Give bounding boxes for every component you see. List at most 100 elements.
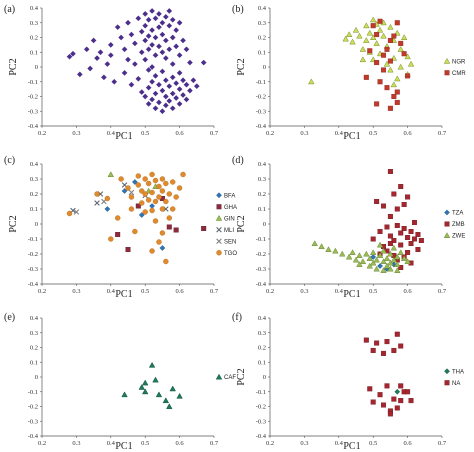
data-point: [149, 27, 155, 34]
y-axis-label: PC2: [236, 368, 247, 385]
data-point: [387, 58, 393, 64]
data-point: [162, 93, 169, 100]
data-point: [163, 258, 169, 265]
x-tick-label: 0.3: [300, 440, 308, 447]
data-point: [176, 86, 183, 93]
series-TGO: [66, 171, 186, 265]
data-point: [145, 180, 152, 187]
data-point: [387, 265, 394, 272]
legend-label: ZWE: [452, 234, 465, 240]
x-tick-label: 0.7: [438, 440, 447, 447]
data-point: [108, 236, 114, 242]
data-point: [156, 81, 162, 88]
legend-marker: [216, 238, 222, 245]
data-point: [380, 247, 387, 254]
legend-marker: [216, 250, 222, 256]
data-point: [176, 100, 183, 107]
data-point: [173, 27, 180, 34]
data-point: [369, 249, 377, 255]
legend-marker: [444, 380, 450, 386]
data-point: [398, 265, 404, 271]
y-tick-label: -0.3: [28, 108, 38, 115]
x-tick-label: 0.2: [266, 130, 274, 137]
data-point: [176, 52, 183, 59]
data-point: [138, 28, 145, 35]
data-point: [121, 70, 128, 76]
data-point: [135, 15, 142, 22]
data-point: [398, 242, 404, 248]
data-point: [394, 89, 400, 95]
legend-marker: [444, 70, 450, 76]
data-point: [159, 230, 166, 236]
data-point: [377, 228, 383, 234]
data-point: [380, 32, 387, 39]
data-point: [142, 22, 149, 29]
data-point: [366, 262, 373, 269]
x-tick-label: 0.4: [335, 130, 344, 137]
data-point: [166, 8, 173, 14]
data-point: [90, 37, 97, 44]
legend-marker: [444, 368, 450, 375]
data-point: [366, 29, 373, 36]
y-tick-label: -0.4: [28, 281, 39, 288]
x-tick-label: 0.5: [369, 130, 377, 137]
data-point: [152, 198, 159, 205]
data-point: [349, 38, 356, 45]
y-tick-label: -0.2: [256, 404, 266, 411]
data-point: [387, 168, 393, 174]
data-point: [142, 56, 149, 63]
data-point: [404, 258, 411, 264]
legend: TZA ZMB ZWE: [443, 209, 465, 240]
data-point: [145, 33, 152, 39]
data-point: [118, 34, 125, 41]
data-point: [156, 24, 162, 31]
data-point: [201, 225, 207, 231]
data-point: [359, 258, 367, 264]
x-tick-label: 0.5: [141, 288, 149, 295]
data-point: [394, 253, 401, 260]
y-tick-label: -0.3: [256, 418, 266, 425]
data-point: [142, 191, 148, 197]
data-point: [125, 246, 131, 252]
data-point: [115, 231, 121, 237]
y-tick-label: -0.2: [28, 404, 38, 411]
x-tick-label: 0.5: [141, 130, 149, 137]
y-tick-label: 0: [35, 374, 38, 381]
y-tick-label: -0.4: [256, 123, 267, 130]
data-point: [381, 203, 387, 209]
y-tick-label: 0.3: [30, 20, 38, 27]
y-tick-label: 0.1: [30, 206, 38, 213]
data-point: [94, 55, 100, 62]
x-tick-label: 0.7: [210, 130, 219, 137]
data-point: [159, 87, 166, 94]
data-point: [384, 85, 390, 91]
data-point: [387, 411, 393, 417]
y-tick-label: 0.3: [258, 20, 266, 27]
data-point: [121, 46, 128, 53]
data-point: [408, 398, 414, 404]
data-point: [159, 176, 166, 182]
data-point: [142, 209, 148, 215]
data-point: [145, 197, 152, 203]
data-point: [405, 194, 411, 200]
data-point: [374, 340, 380, 346]
data-point: [394, 222, 400, 228]
data-point: [359, 56, 367, 63]
data-point: [166, 224, 172, 230]
legend-marker: [443, 57, 451, 64]
data-point: [149, 248, 155, 254]
series-CAF: [121, 361, 183, 409]
data-point: [369, 16, 377, 23]
legend-marker: [215, 373, 223, 380]
data-point: [394, 267, 401, 273]
x-tick-label: 0.6: [404, 130, 413, 137]
y-tick-label: -0.3: [256, 266, 266, 273]
data-point: [149, 64, 155, 70]
data-point: [94, 191, 100, 197]
x-tick-label: 0.6: [176, 288, 185, 295]
data-point: [149, 171, 155, 178]
data-point: [387, 259, 394, 266]
data-point: [190, 77, 197, 84]
x-tick-label: 0.3: [72, 288, 80, 295]
data-point: [70, 50, 76, 57]
